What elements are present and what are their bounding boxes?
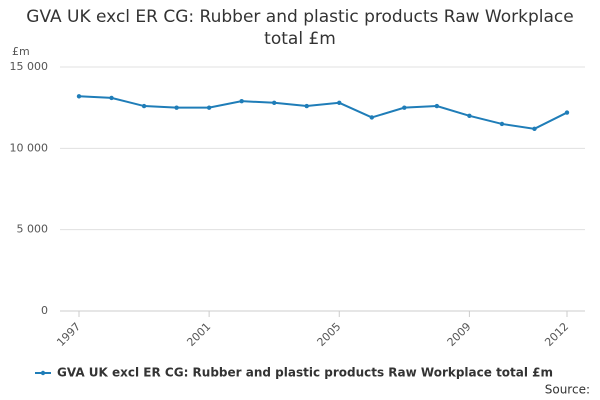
y-tick-label: 0 [41, 304, 48, 317]
point [369, 115, 374, 120]
point [304, 103, 309, 109]
point [109, 95, 114, 101]
point [174, 105, 179, 110]
legend-label: GVA UK excl ER CG: Rubber and plastic pr… [57, 366, 553, 380]
point [564, 110, 570, 115]
x-tick-label: 2001 [184, 320, 213, 349]
point [467, 113, 472, 119]
y-tick-label: 5 000 [17, 223, 49, 236]
source: Source: [545, 383, 590, 397]
point [434, 103, 440, 109]
point [239, 98, 244, 104]
point [532, 126, 537, 132]
x-tick-label: 2012 [542, 320, 571, 349]
point [76, 94, 82, 99]
point [272, 100, 277, 105]
x-tick-label: 1997 [54, 320, 83, 349]
point [141, 103, 147, 109]
point [402, 105, 407, 110]
y-tick-label: 15 000 [10, 60, 49, 73]
point [499, 121, 505, 127]
line [78, 95, 568, 130]
y-axis-label: £m [12, 45, 30, 58]
y-tick-label: 10 000 [10, 141, 49, 154]
x-tick-label: 2005 [315, 320, 344, 349]
x-tick-label: 2009 [445, 320, 474, 349]
point [206, 105, 212, 110]
legend-swatch-point [40, 370, 46, 376]
chart-title: GVA UK excl ER CG: Rubber and plastic pr… [26, 7, 574, 49]
point [337, 100, 342, 105]
